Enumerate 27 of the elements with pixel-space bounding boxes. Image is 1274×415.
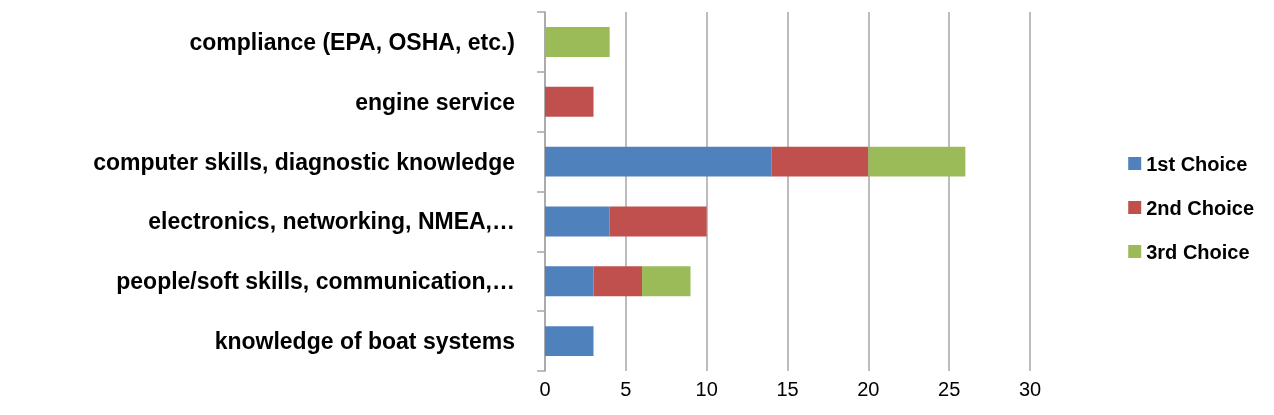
x-tick-label: 10 <box>695 378 718 400</box>
bar <box>545 326 594 357</box>
bar <box>545 266 594 297</box>
bar <box>545 26 610 57</box>
x-tick-label: 15 <box>776 378 799 400</box>
bar <box>545 146 772 177</box>
x-tick-label: 5 <box>620 378 632 400</box>
bar <box>609 206 707 237</box>
x-tick-label: 30 <box>1018 378 1042 400</box>
bar <box>545 206 610 237</box>
bar <box>593 266 642 297</box>
bar <box>771 146 869 177</box>
x-tick-label: 0 <box>539 378 551 400</box>
y-tick-label: compliance (EPA, OSHA, etc.) <box>189 28 515 55</box>
y-tick-label: engine service <box>355 88 515 115</box>
y-tick-label: people/soft skills, communication,… <box>116 268 515 295</box>
y-tick-label: electronics, networking, NMEA,… <box>148 208 515 235</box>
x-tick-label: 20 <box>857 378 880 400</box>
y-tick-label: computer skills, diagnostic knowledge <box>93 148 515 175</box>
y-tick-label: knowledge of boat systems <box>214 328 515 355</box>
bar <box>868 146 966 177</box>
bar <box>545 86 594 117</box>
legend-label: 1st Choice <box>1146 152 1248 175</box>
legend-label: 2nd Choice <box>1146 196 1254 219</box>
x-tick-label: 25 <box>938 378 961 400</box>
bar <box>642 266 691 297</box>
legend-label: 3rd Choice <box>1146 240 1250 263</box>
